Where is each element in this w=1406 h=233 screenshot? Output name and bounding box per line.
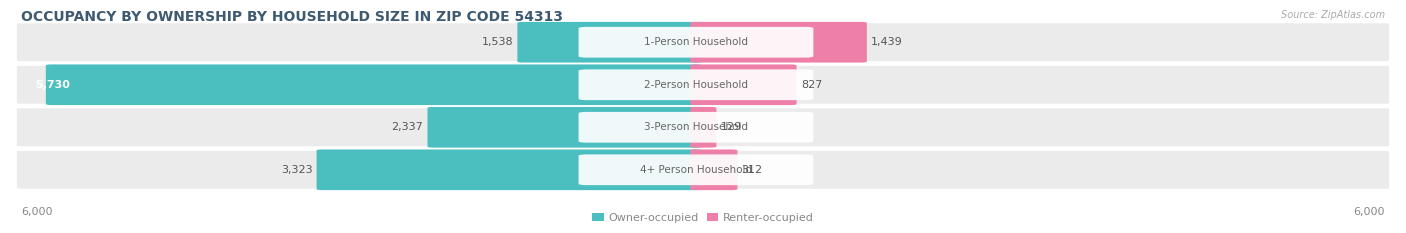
Text: 312: 312 (741, 165, 763, 175)
Text: 4+ Person Household: 4+ Person Household (640, 165, 752, 175)
FancyBboxPatch shape (427, 107, 702, 148)
Text: 3-Person Household: 3-Person Household (644, 122, 748, 132)
Text: 6,000: 6,000 (1354, 207, 1385, 217)
FancyBboxPatch shape (690, 64, 797, 105)
FancyBboxPatch shape (15, 22, 1391, 62)
Text: Source: ZipAtlas.com: Source: ZipAtlas.com (1281, 10, 1385, 21)
Text: 3,323: 3,323 (281, 165, 312, 175)
FancyBboxPatch shape (690, 150, 737, 190)
FancyBboxPatch shape (517, 22, 702, 62)
FancyBboxPatch shape (579, 69, 813, 100)
Text: 827: 827 (801, 80, 823, 90)
FancyBboxPatch shape (579, 27, 813, 58)
Text: 1,439: 1,439 (872, 37, 903, 47)
FancyBboxPatch shape (46, 64, 702, 105)
FancyBboxPatch shape (15, 107, 1391, 148)
FancyBboxPatch shape (316, 150, 702, 190)
Legend: Owner-occupied, Renter-occupied: Owner-occupied, Renter-occupied (588, 209, 818, 227)
Text: 5,730: 5,730 (35, 80, 70, 90)
Text: 1-Person Household: 1-Person Household (644, 37, 748, 47)
Text: 2,337: 2,337 (391, 122, 423, 132)
FancyBboxPatch shape (579, 112, 813, 143)
FancyBboxPatch shape (690, 107, 717, 148)
Text: 129: 129 (721, 122, 742, 132)
FancyBboxPatch shape (15, 150, 1391, 190)
Text: OCCUPANCY BY OWNERSHIP BY HOUSEHOLD SIZE IN ZIP CODE 54313: OCCUPANCY BY OWNERSHIP BY HOUSEHOLD SIZE… (21, 10, 562, 24)
FancyBboxPatch shape (15, 64, 1391, 105)
FancyBboxPatch shape (690, 22, 868, 62)
Text: 2-Person Household: 2-Person Household (644, 80, 748, 90)
FancyBboxPatch shape (579, 154, 813, 185)
Text: 1,538: 1,538 (481, 37, 513, 47)
Text: 6,000: 6,000 (21, 207, 52, 217)
